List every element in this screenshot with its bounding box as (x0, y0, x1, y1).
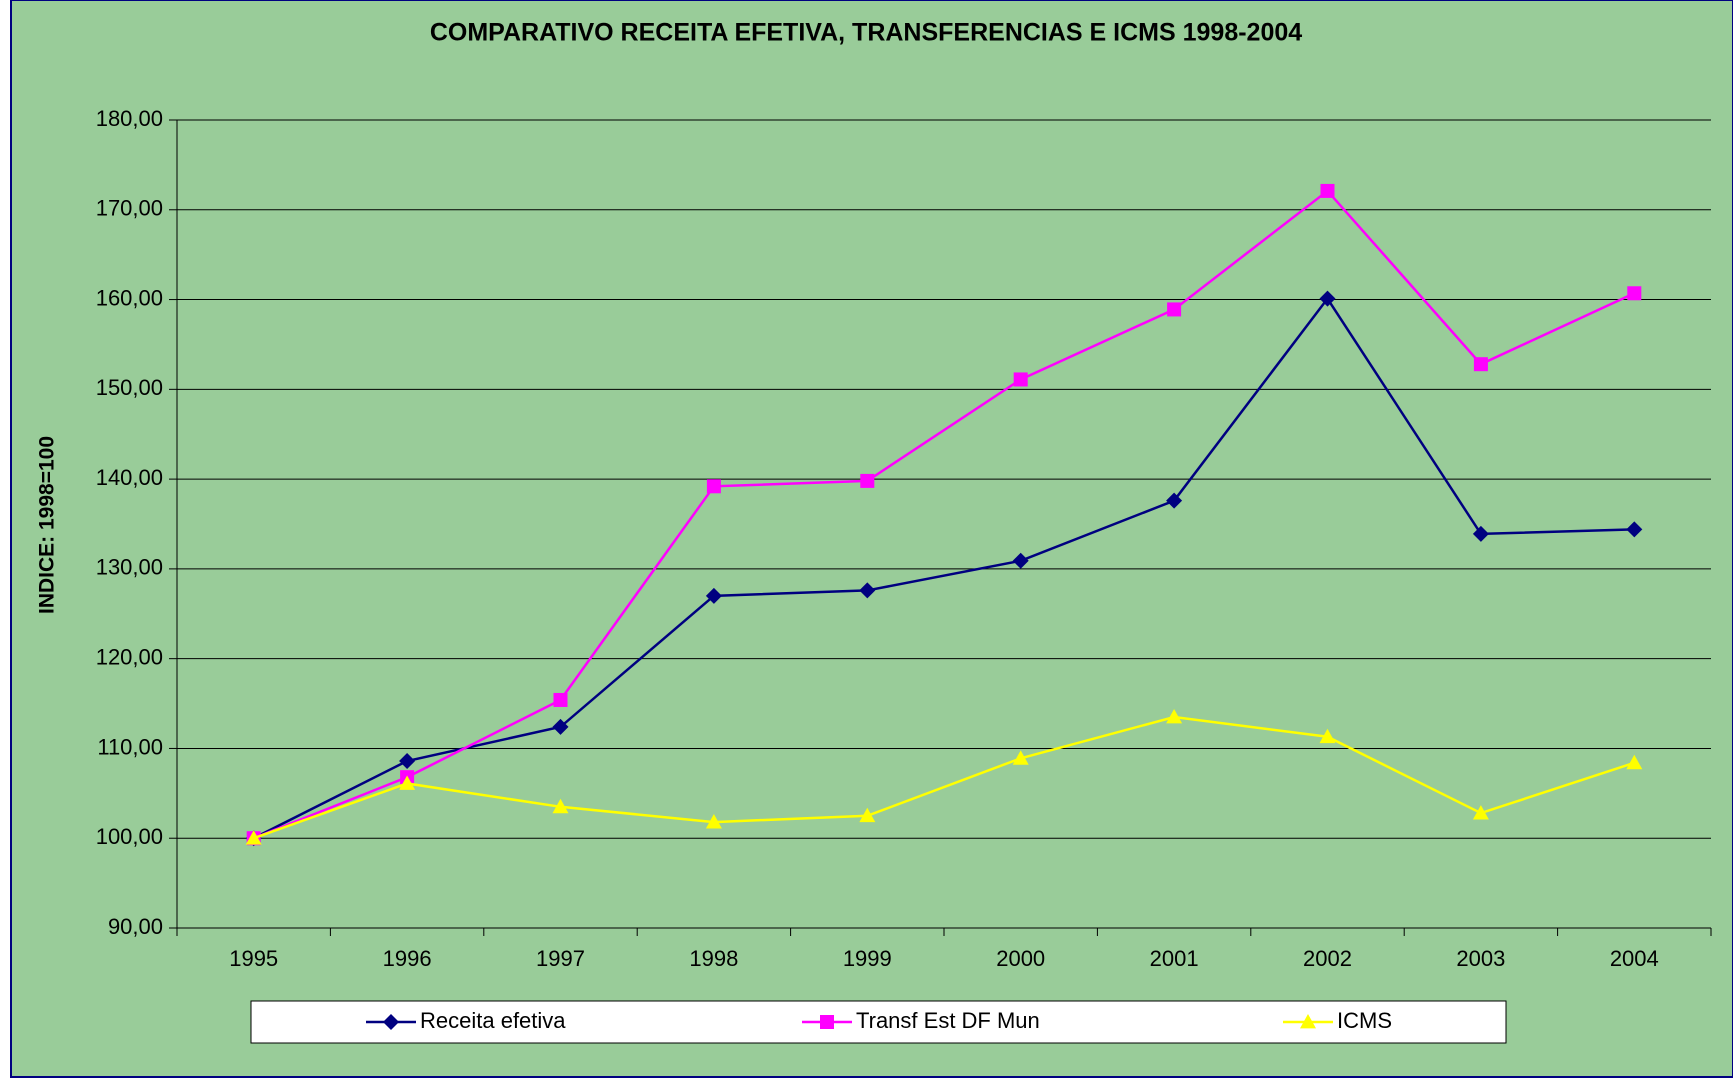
legend-label: Receita efetiva (420, 1008, 566, 1033)
y-tick-label: 100,00 (96, 824, 163, 849)
data-point (552, 798, 569, 814)
x-tick-label: 2000 (996, 946, 1045, 971)
data-point (1012, 750, 1029, 765)
data-point (1013, 372, 1028, 387)
data-point (705, 814, 722, 829)
x-tick-label: 1997 (536, 946, 585, 971)
data-point (705, 587, 722, 604)
data-point (1626, 754, 1643, 770)
y-axis-label: INDICE: 1998=100 (36, 436, 59, 614)
data-point (552, 718, 569, 735)
data-point (1627, 286, 1642, 301)
legend-label: ICMS (1337, 1008, 1392, 1033)
x-tick-label: 2001 (1150, 946, 1199, 971)
data-point (399, 775, 416, 790)
legend-marker (1300, 1014, 1316, 1029)
data-point (860, 473, 875, 488)
legend-label: Transf Est DF Mun (856, 1008, 1040, 1033)
series-line (253, 715, 1635, 840)
data-point (1472, 525, 1489, 542)
data-point (1319, 290, 1336, 307)
data-point (1012, 552, 1029, 569)
series-line (253, 296, 1635, 840)
data-point (553, 692, 568, 707)
y-tick-label: 170,00 (96, 196, 163, 221)
x-tick-label: 2003 (1456, 946, 1505, 971)
x-tick-label: 1999 (843, 946, 892, 971)
legend-marker (820, 1015, 834, 1029)
data-point (1472, 805, 1489, 820)
x-tick-label: 2004 (1610, 946, 1659, 971)
data-point (1473, 357, 1488, 372)
y-tick-label: 160,00 (96, 285, 163, 310)
y-tick-label: 110,00 (97, 734, 163, 759)
data-point (859, 582, 876, 599)
data-point (1166, 492, 1183, 509)
data-point (1166, 709, 1183, 724)
data-point (1167, 302, 1182, 317)
y-tick-label: 130,00 (96, 555, 163, 580)
x-tick-label: 1995 (229, 946, 278, 971)
data-point (859, 807, 876, 823)
x-tick-label: 1998 (689, 946, 738, 971)
data-point (1320, 183, 1335, 198)
y-tick-label: 140,00 (96, 465, 163, 490)
y-tick-label: 120,00 (96, 644, 163, 669)
data-point (706, 479, 721, 494)
x-tick-label: 2002 (1303, 946, 1352, 971)
x-tick-label: 1996 (383, 946, 432, 971)
chart-area (10, 0, 1733, 1078)
legend-marker (383, 1014, 399, 1030)
series-line (253, 189, 1635, 840)
y-tick-label: 180,00 (96, 106, 163, 131)
data-point (245, 830, 262, 845)
y-tick-label: 90,00 (108, 914, 163, 939)
data-point (1626, 521, 1643, 538)
data-point (1319, 728, 1336, 744)
chart-title: COMPARATIVO RECEITA EFETIVA, TRANSFERENC… (430, 19, 1302, 47)
y-tick-label: 150,00 (96, 375, 163, 400)
data-point (399, 753, 416, 770)
